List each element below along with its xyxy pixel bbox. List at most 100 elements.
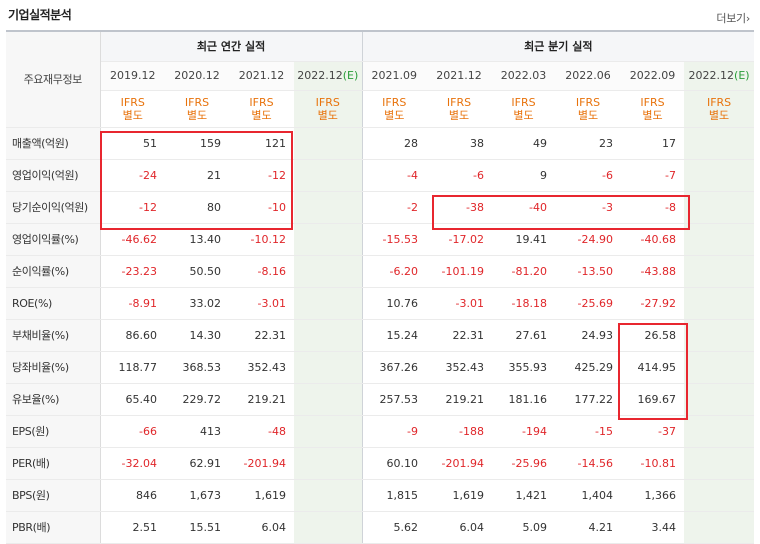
quarter-value-cell: -81.20 <box>492 255 556 288</box>
annual-value-cell <box>294 318 363 352</box>
ifrs-line1: IFRS <box>249 95 274 109</box>
ifrs-line1: IFRS <box>446 95 472 109</box>
quarter-value-cell: -14.56 <box>555 447 622 480</box>
more-link[interactable]: 더보기› <box>716 10 750 26</box>
annual-value-cell <box>294 383 363 416</box>
annual-value-cell: 1,673 <box>165 479 229 512</box>
quarter-value-cell: 257.53 <box>362 383 427 416</box>
table-row: 당좌비율(%) 118.77 368.53 352.43 367.26 352.43 355… <box>6 351 755 384</box>
annual-value-cell <box>294 287 363 320</box>
quarter-value-cell: -43.88 <box>621 255 685 288</box>
annual-value-cell <box>294 191 363 224</box>
group-header-row: 주요재무정보 최근 연간 실적 최근 분기 실적 <box>6 30 755 128</box>
annual-value-cell: 80 <box>165 191 229 224</box>
table-body: 매출액(억원) 51 159 121 28 38 49 23 17 영업이익(억원) -24 21 -1… <box>6 127 755 544</box>
annual-value-cell: -32.04 <box>100 447 165 480</box>
period-label: 2021.09 <box>371 69 418 82</box>
more-label: 더보기 <box>716 12 746 25</box>
ifrs-label: IFRS 별도 <box>555 90 622 128</box>
annual-value-cell: -66 <box>100 414 165 448</box>
quarter-value-cell: -18.18 <box>492 287 556 320</box>
quarter-value-cell: -17.02 <box>426 222 493 256</box>
period-header-quarter-4: 2022.09 <box>621 61 685 91</box>
quarter-value-cell: 5.62 <box>362 511 427 544</box>
ifrs-label: IFRS 별도 <box>362 90 427 128</box>
table-row: 부채비율(%) 86.60 14.30 22.31 15.24 22.31 27.61 24.… <box>6 318 755 352</box>
quarter-value-cell: 1,404 <box>555 479 622 512</box>
quarter-value-cell <box>684 383 755 416</box>
quarter-value-cell: 177.22 <box>555 383 622 416</box>
period-header-row: 2019.12 2020.12 2021.12 2022.12(E) 2021.09 20… <box>6 61 755 91</box>
quarter-value-cell: 414.95 <box>621 351 685 384</box>
ifrs-line2: 별도 <box>317 108 338 122</box>
annual-header: 최근 연간 실적 <box>100 30 363 62</box>
quarter-value-cell: 6.04 <box>426 511 493 544</box>
annual-value-cell: -46.62 <box>100 222 165 256</box>
quarter-value-cell <box>684 447 755 480</box>
annual-value-cell: -8.16 <box>229 255 294 288</box>
row-label: 부채비율(%) <box>6 318 101 352</box>
period-label: 2022.06 <box>565 69 611 82</box>
annual-value-cell: -10 <box>229 191 294 224</box>
estimate-mark: (E) <box>734 69 750 82</box>
quarter-value-cell <box>684 318 755 352</box>
annual-value-cell: 1,619 <box>229 479 294 512</box>
ifrs-line2: 별도 <box>577 108 599 122</box>
annual-value-cell: -10.12 <box>229 222 294 256</box>
annual-value-cell: 33.02 <box>165 287 229 320</box>
row-label: 영업이익(억원) <box>6 159 101 192</box>
annual-value-cell: -201.94 <box>229 447 294 480</box>
quarter-value-cell <box>684 414 755 448</box>
period-label: 2022.12 <box>688 69 735 82</box>
quarter-value-cell: 1,619 <box>426 479 493 512</box>
ifrs-line1: IFRS <box>575 95 601 109</box>
table-row: BPS(원) 846 1,673 1,619 1,815 1,619 1,421 1,404 1… <box>6 479 755 512</box>
quarter-value-cell: 355.93 <box>492 351 556 384</box>
quarter-value-cell: -8 <box>621 191 685 224</box>
row-label: 당좌비율(%) <box>6 351 101 384</box>
annual-value-cell: 21 <box>165 159 229 192</box>
annual-value-cell: 413 <box>165 414 229 448</box>
table-row: 당기순이익(억원) -12 80 -10 -2 -38 -40 -3 -8 <box>6 191 755 224</box>
ifrs-line2: 별도 <box>708 108 730 122</box>
quarter-value-cell: -10.81 <box>621 447 685 480</box>
quarter-value-cell <box>684 191 755 224</box>
ifrs-line1: IFRS <box>120 95 145 109</box>
quarter-value-cell: -27.92 <box>621 287 685 320</box>
quarter-value-cell: 49 <box>492 127 556 160</box>
table-row: PBR(배) 2.51 15.51 6.04 5.62 6.04 5.09 4.21 3.44 <box>6 511 755 544</box>
page-title: 기업실적분석 <box>8 8 72 22</box>
annual-value-cell: 352.43 <box>229 351 294 384</box>
annual-value-cell: -12 <box>100 191 165 224</box>
annual-value-cell <box>294 255 363 288</box>
quarter-value-cell <box>684 479 755 512</box>
period-label: 2021.12 <box>436 69 482 82</box>
annual-value-cell: 229.72 <box>165 383 229 416</box>
quarter-value-cell: 1,366 <box>621 479 685 512</box>
annual-value-cell <box>294 479 363 512</box>
quarter-value-cell <box>684 511 755 544</box>
quarter-value-cell: -25.96 <box>492 447 556 480</box>
quarter-value-cell: -15 <box>555 414 622 448</box>
quarter-value-cell: 5.09 <box>492 511 556 544</box>
annual-value-cell: -8.91 <box>100 287 165 320</box>
quarter-value-cell <box>684 255 755 288</box>
period-header-quarter-2: 2022.03 <box>492 61 556 91</box>
annual-value-cell: -12 <box>229 159 294 192</box>
quarter-value-cell: -194 <box>492 414 556 448</box>
table-row: 영업이익률(%) -46.62 13.40 -10.12 -15.53 -17.02 19.… <box>6 222 755 256</box>
quarter-value-cell: -6 <box>555 159 622 192</box>
quarter-value-cell: -40.68 <box>621 222 685 256</box>
quarter-value-cell: 352.43 <box>426 351 493 384</box>
quarter-value-cell: 3.44 <box>621 511 685 544</box>
annual-value-cell: 14.30 <box>165 318 229 352</box>
quarter-value-cell: 169.67 <box>621 383 685 416</box>
ifrs-line2: 별도 <box>122 108 143 122</box>
label-header: 주요재무정보 <box>6 30 101 128</box>
quarter-value-cell: 17 <box>621 127 685 160</box>
row-label: 영업이익률(%) <box>6 222 101 256</box>
annual-value-cell: 13.40 <box>165 222 229 256</box>
quarter-value-cell: 38 <box>426 127 493 160</box>
period-header-annual-3: 2022.12(E) <box>294 61 363 91</box>
annual-value-cell: 159 <box>165 127 229 160</box>
